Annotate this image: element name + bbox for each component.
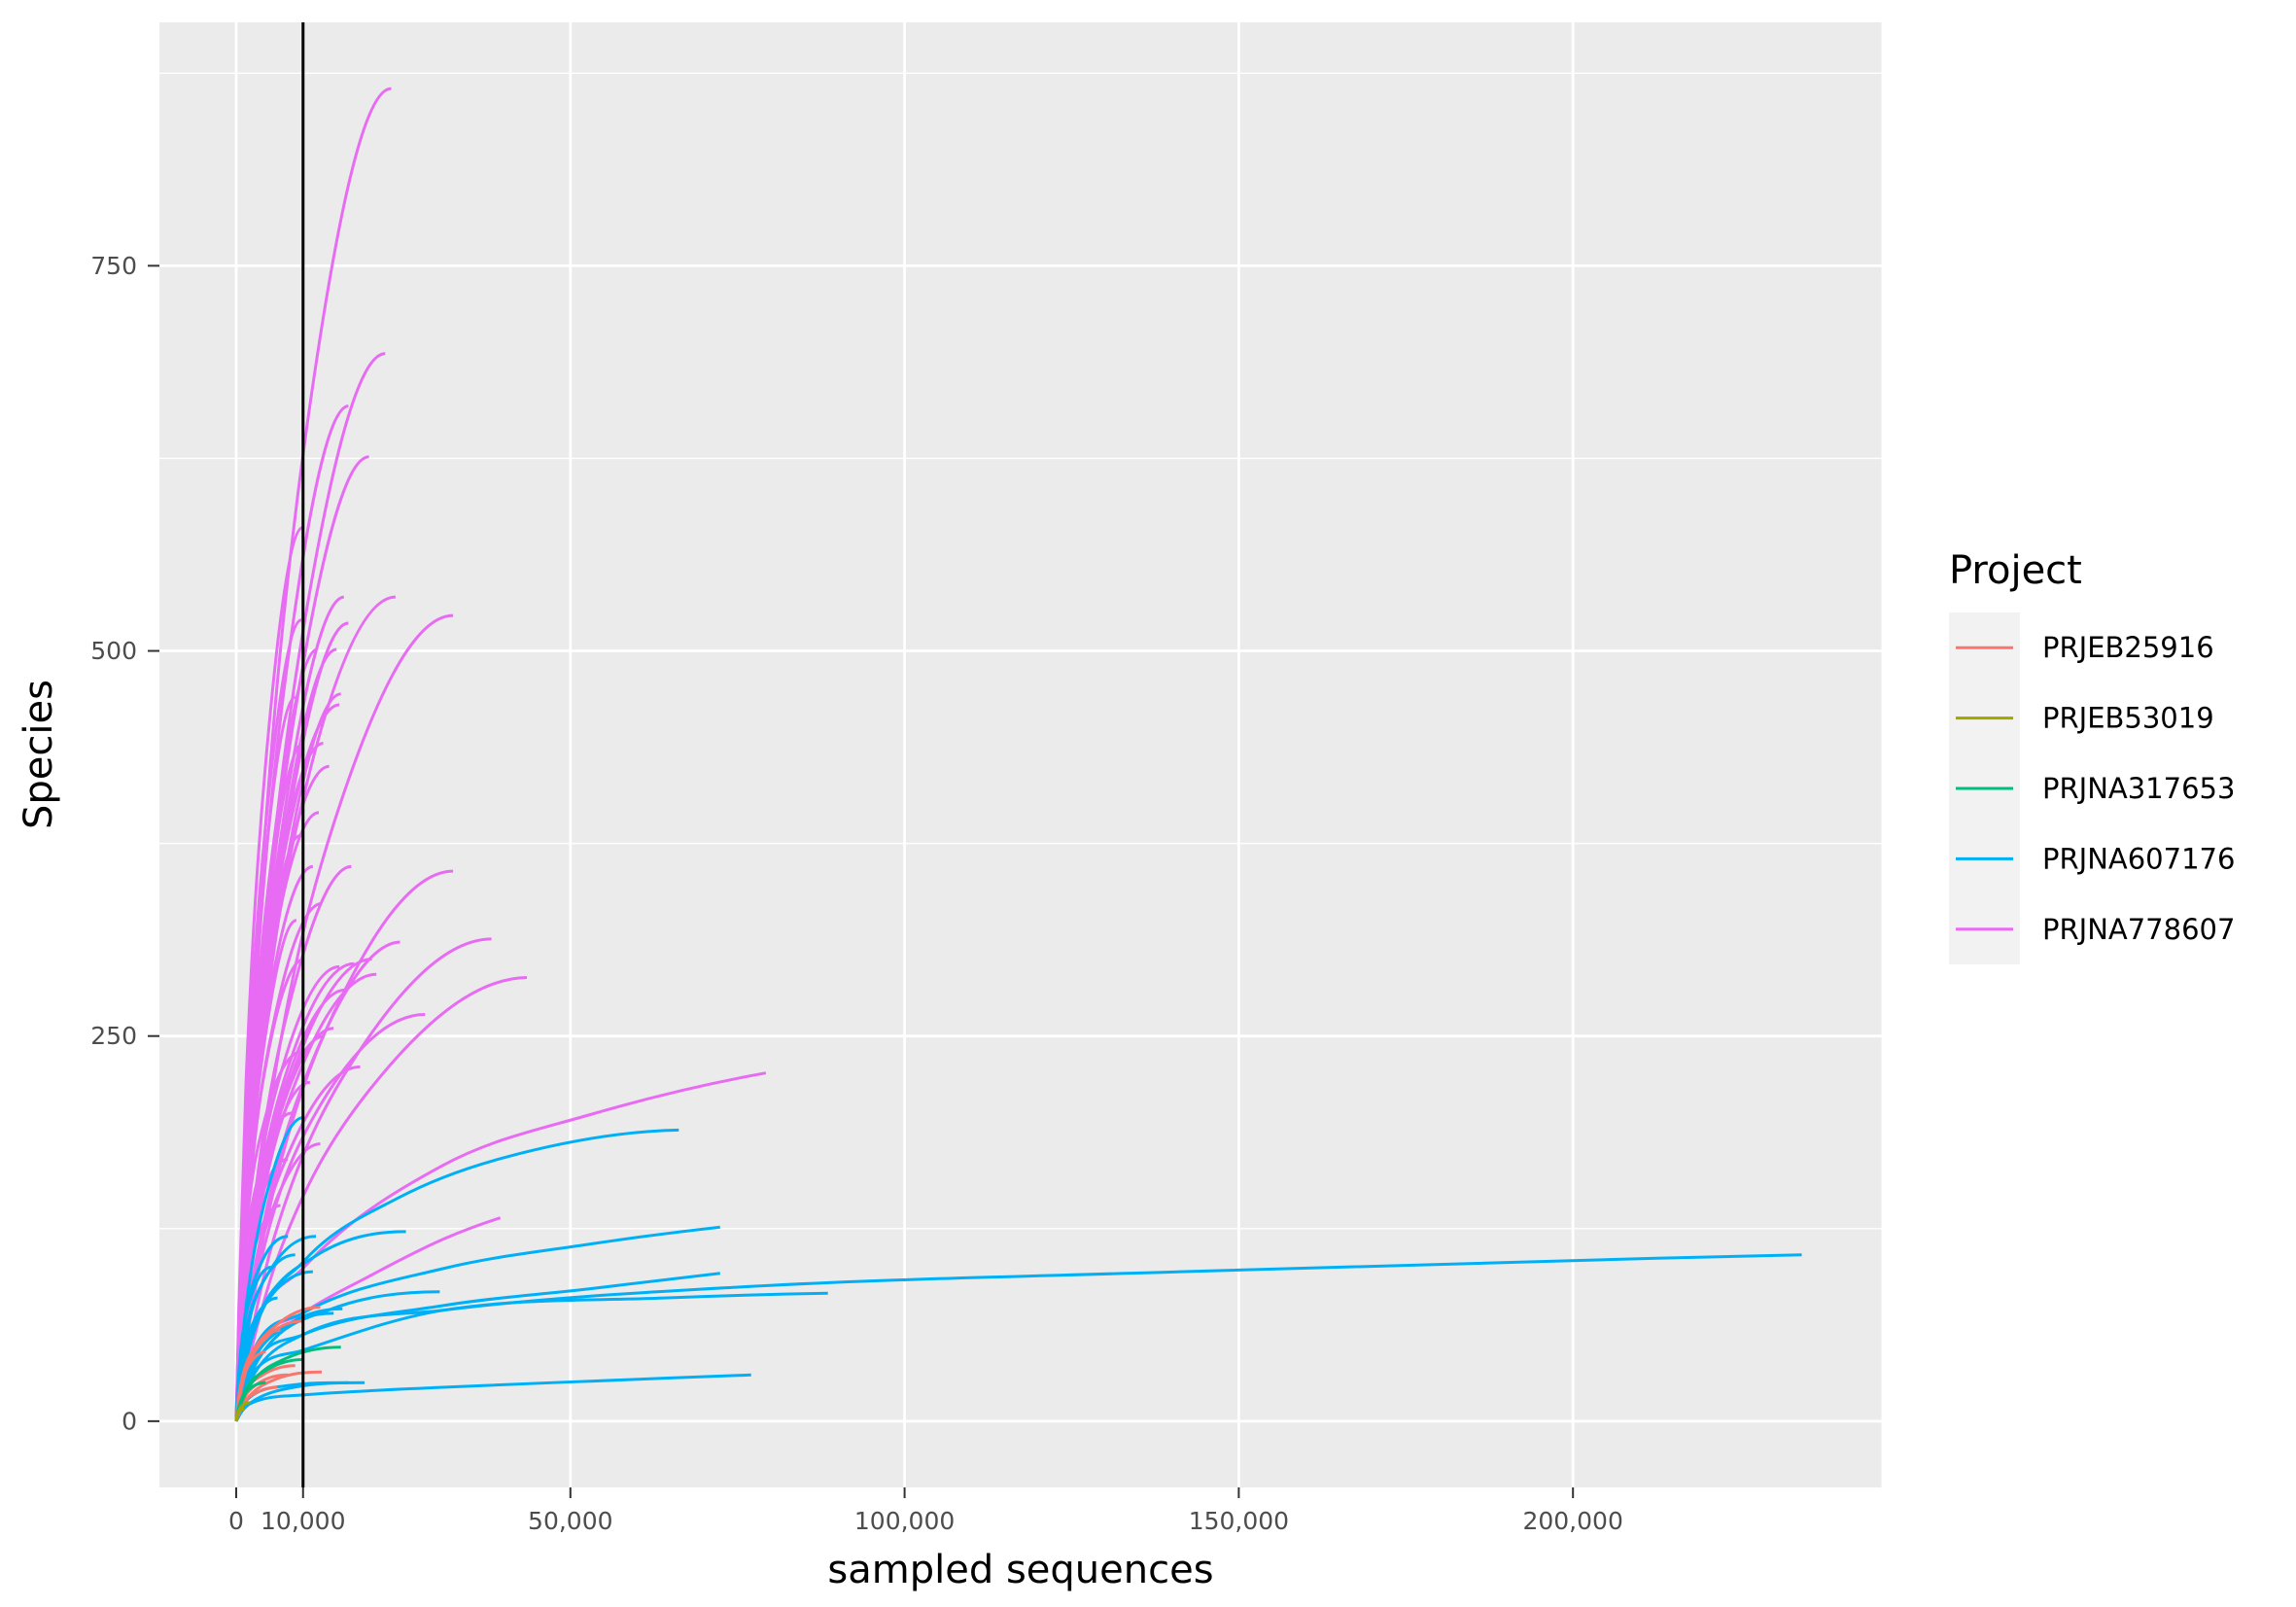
- y-tick-label: 750: [90, 252, 137, 280]
- y-axis-title: Species: [17, 680, 61, 829]
- legend-entries: PRJEB25916 PRJEB53019 PRJNA317653 PRJNA6071…: [1956, 631, 2235, 946]
- curve-prjna778607: [234, 647, 318, 1421]
- x-tick-label: 200,000: [1522, 1507, 1622, 1535]
- y-axis: 0 250 500 750: [90, 252, 159, 1435]
- x-axis: 0 10,000 50,000 100,000 150,000 200,000: [228, 1487, 1623, 1535]
- x-tick-label: 100,000: [854, 1507, 955, 1535]
- legend-entry: PRJNA607176: [1956, 842, 2235, 875]
- x-tick-label: 50,000: [528, 1507, 612, 1535]
- minor-gridlines: [159, 72, 1882, 1230]
- legend-entry: PRJNA317653: [1956, 772, 2235, 805]
- legend-title: Project: [1949, 548, 2082, 593]
- y-tick-label: 500: [90, 637, 137, 665]
- major-gridlines: [159, 22, 1882, 1487]
- legend-label: PRJNA607176: [2042, 842, 2235, 875]
- curve-prjeb53019: [234, 1407, 245, 1422]
- x-tick-label: 150,000: [1189, 1507, 1289, 1535]
- y-tick-label: 250: [90, 1022, 137, 1050]
- x-axis-title: sampled sequences: [827, 1548, 1213, 1592]
- legend-label: PRJEB53019: [2042, 702, 2214, 735]
- legend-entry: PRJEB25916: [1956, 631, 2214, 664]
- legend-label: PRJEB25916: [2042, 631, 2214, 664]
- x-tick-label: 0: [228, 1507, 244, 1535]
- x-tick-label: 10,000: [261, 1507, 345, 1535]
- y-tick-label: 0: [122, 1407, 137, 1435]
- plot-panel: [159, 22, 1882, 1487]
- legend-entry: PRJEB53019: [1956, 702, 2214, 735]
- curve-prjna607176: [234, 1253, 1802, 1422]
- legend-entry: PRJNA778607: [1956, 913, 2235, 946]
- legend-label: PRJNA778607: [2042, 913, 2235, 946]
- legend: Project PRJEB25916PRJEB53019PRJNA317653P…: [1949, 548, 2235, 964]
- legend-label: PRJNA317653: [2042, 772, 2235, 805]
